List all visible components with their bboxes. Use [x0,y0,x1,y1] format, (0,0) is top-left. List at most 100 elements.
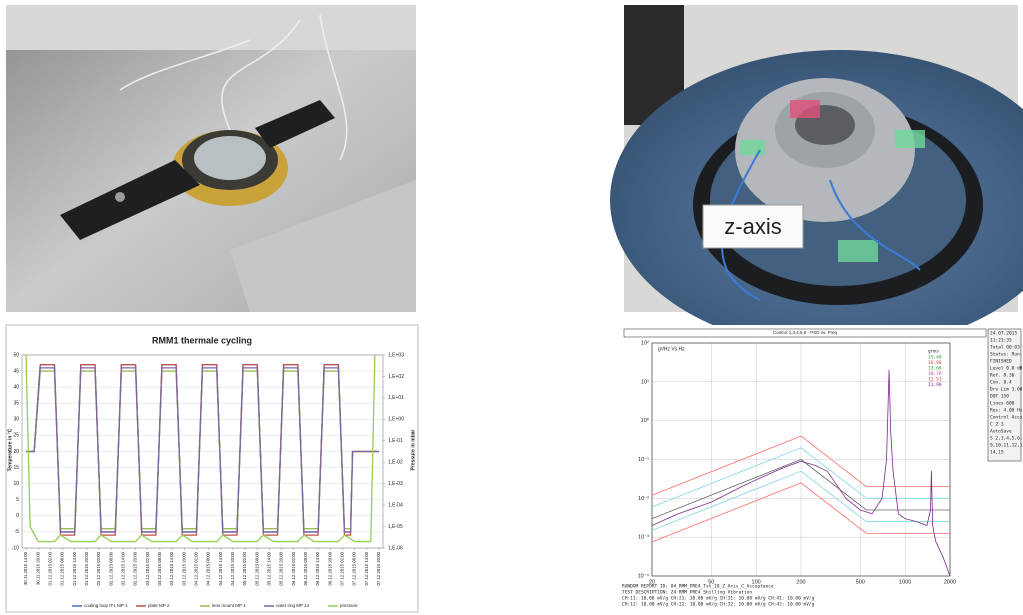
status-text: DOF 150 [990,394,1009,400]
x-tick-label: 03.12.2015 08:00 [157,551,162,585]
y2-tick-label: 1,E-01 [388,438,403,444]
photo-vibration-setup: z-axis [610,5,1023,350]
y-tick-label: 40 [13,384,19,390]
stats-header: grms [928,350,939,355]
y-tick-label: 10 [13,481,19,487]
chart-frame [618,325,1022,614]
status-text: 11:21:35 [990,338,1012,344]
x-tick-label: 01.12.2015 14:00 [72,551,77,585]
chart-title: Control 1,3,4,5,6 - PSD vs. Freq [773,330,838,335]
y-tick-label: 10⁰ [641,417,650,424]
y-tick-label: 0 [16,513,19,519]
stats-value: 15.40 [928,355,942,361]
photo-thermal-setup [6,5,416,312]
y-tick-label: 45 [13,368,19,374]
x-tick-label: 06.12.2015 02:00 [291,551,296,585]
y-tick-label: 10⁻³ [638,535,649,541]
x-tick-label: 1000 [899,579,911,585]
y2-tick-label: 1,E+00 [388,417,404,423]
status-text: FINISHED [990,359,1012,365]
x-tick-label: 30.11.2015 20:00 [35,551,40,585]
footer-text: CH:11: 10.00 mV/g CH:21: 10.00 mV/g CH:3… [622,596,815,602]
x-tick-label: 07.12.2015 08:00 [352,551,357,585]
x-tick-label: 03.12.2015 20:00 [181,551,186,585]
y-tick-label: -10 [12,545,19,551]
footer-text: CH:12: 10.00 mV/g CH:22: 10.00 mV/g CH:3… [622,602,815,608]
y-tick-label: 50 [13,352,19,358]
x-tick-label: 03.12.2015 02:00 [145,551,150,585]
figure: z-axis -10-5051015202530354045501,E-061,… [0,0,1023,615]
legend-label: outer ring MP 14 [276,603,310,608]
y2-tick-label: 1,E-03 [388,481,403,487]
stats-value: 11.90 [928,382,942,388]
status-text: Res: 4.00 Hz [990,408,1023,414]
stats-value: 16.96 [928,360,942,366]
y-tick-label: 5 [16,497,19,503]
y-tick-label: 10¹ [641,379,649,385]
status-text: Drv Lim 3.00 [990,387,1023,393]
y2-tick-label: 1,E-04 [388,502,403,508]
x-tick-label: 05.12.2015 20:00 [279,551,284,585]
y-tick-label: 35 [13,401,19,407]
x-tick-label: 30.11.2015 14:00 [23,551,28,585]
y2-tick-label: 1,E-06 [388,545,403,551]
x-tick-label: 06.12.2015 14:00 [315,551,320,585]
stats-value: 18.76 [928,371,942,377]
status-text: Lines 600 [990,401,1015,407]
photo-label: z-axis [724,214,781,239]
x-tick-label: 07.12.2015 02:00 [340,551,345,585]
status-text: Level 0.0 dB [990,366,1023,372]
x-tick-label: 04.12.2015 20:00 [230,551,235,585]
x-tick-label: 05.12.2015 14:00 [267,551,272,585]
status-text: Status: Run [990,352,1020,358]
x-tick-label: 02.12.2015 20:00 [133,551,138,585]
y-tick-label: -5 [15,529,20,535]
x-tick-label: 200 [796,579,805,585]
x-tick-label: 500 [856,579,865,585]
status-text: 14,15 [990,450,1004,456]
x-tick-label: 2000 [944,579,956,585]
x-tick-label: 06.12.2015 20:00 [327,551,332,585]
page: {"photo_label": "z-axis", "chart_data": … [0,0,1023,615]
legend-label: lens mount MP 1 [212,603,246,608]
y2-tick-label: 1,E+02 [388,374,404,380]
x-tick-label: 02.12.2015 14:00 [121,551,126,585]
y-tick-label: 10⁻² [638,496,649,502]
chart-title: RMM1 thermale cycling [152,335,252,345]
y-axis-label: Temperature in °C [7,428,13,471]
y2-tick-label: 1,E+03 [388,352,404,358]
x-tick-label: 06.12.2015 08:00 [303,551,308,585]
x-tick-label: 02.12.2015 08:00 [108,551,113,585]
y2-axis-label: Pressure in mbar [410,430,416,471]
status-text: Control Accs [990,415,1023,421]
y-tick-label: 10⁻⁴ [638,572,650,579]
status-text: S 2,3,4,5,6,7 [990,436,1023,442]
legend-label: pressure [340,603,358,608]
x-tick-label: 04.12.2015 08:00 [206,551,211,585]
y2-tick-label: 1,E-02 [388,460,403,466]
footer-text: RANDOM REPORT ID: 04_RMM_PRE4_Tst_18_Z_A… [622,584,774,590]
x-tick-label: 04.12.2015 14:00 [218,551,223,585]
status-text: Con. 8.4 [990,380,1012,386]
status-text: AutoSave [990,429,1012,435]
y-tick-label: 30 [13,417,19,423]
status-text: C 2 3 [990,422,1004,428]
y-tick-label: 15 [13,465,19,471]
y-tick-label: 10² [641,340,649,346]
footer-text: TEST DESCRIPTION: Z4 RMM PRE4 Shilling V… [622,590,752,596]
y-axis-label: g²/Hz Vs Hz [658,346,685,352]
x-tick-label: 07.12.2015 20:00 [376,551,381,585]
legend-label: plate MP 2 [148,603,170,608]
x-tick-label: 04.12.2015 02:00 [194,551,199,585]
x-tick-label: 01.12.2015 08:00 [60,551,65,585]
x-tick-label: 05.12.2015 02:00 [242,551,247,585]
stats-value: 12.51 [928,377,942,383]
status-text: 9,10,11,12,13 [990,443,1023,449]
y-tick-label: 20 [13,449,19,455]
status-text: Total 00:03 [990,345,1020,351]
x-tick-label: 03.12.2015 14:00 [169,551,174,585]
stats-value: 13.66 [928,366,942,372]
x-tick-label: 01.12.2015 20:00 [84,551,89,585]
x-tick-label: 02.12.2015 02:00 [96,551,101,585]
y2-tick-label: 1,E-05 [388,524,403,530]
